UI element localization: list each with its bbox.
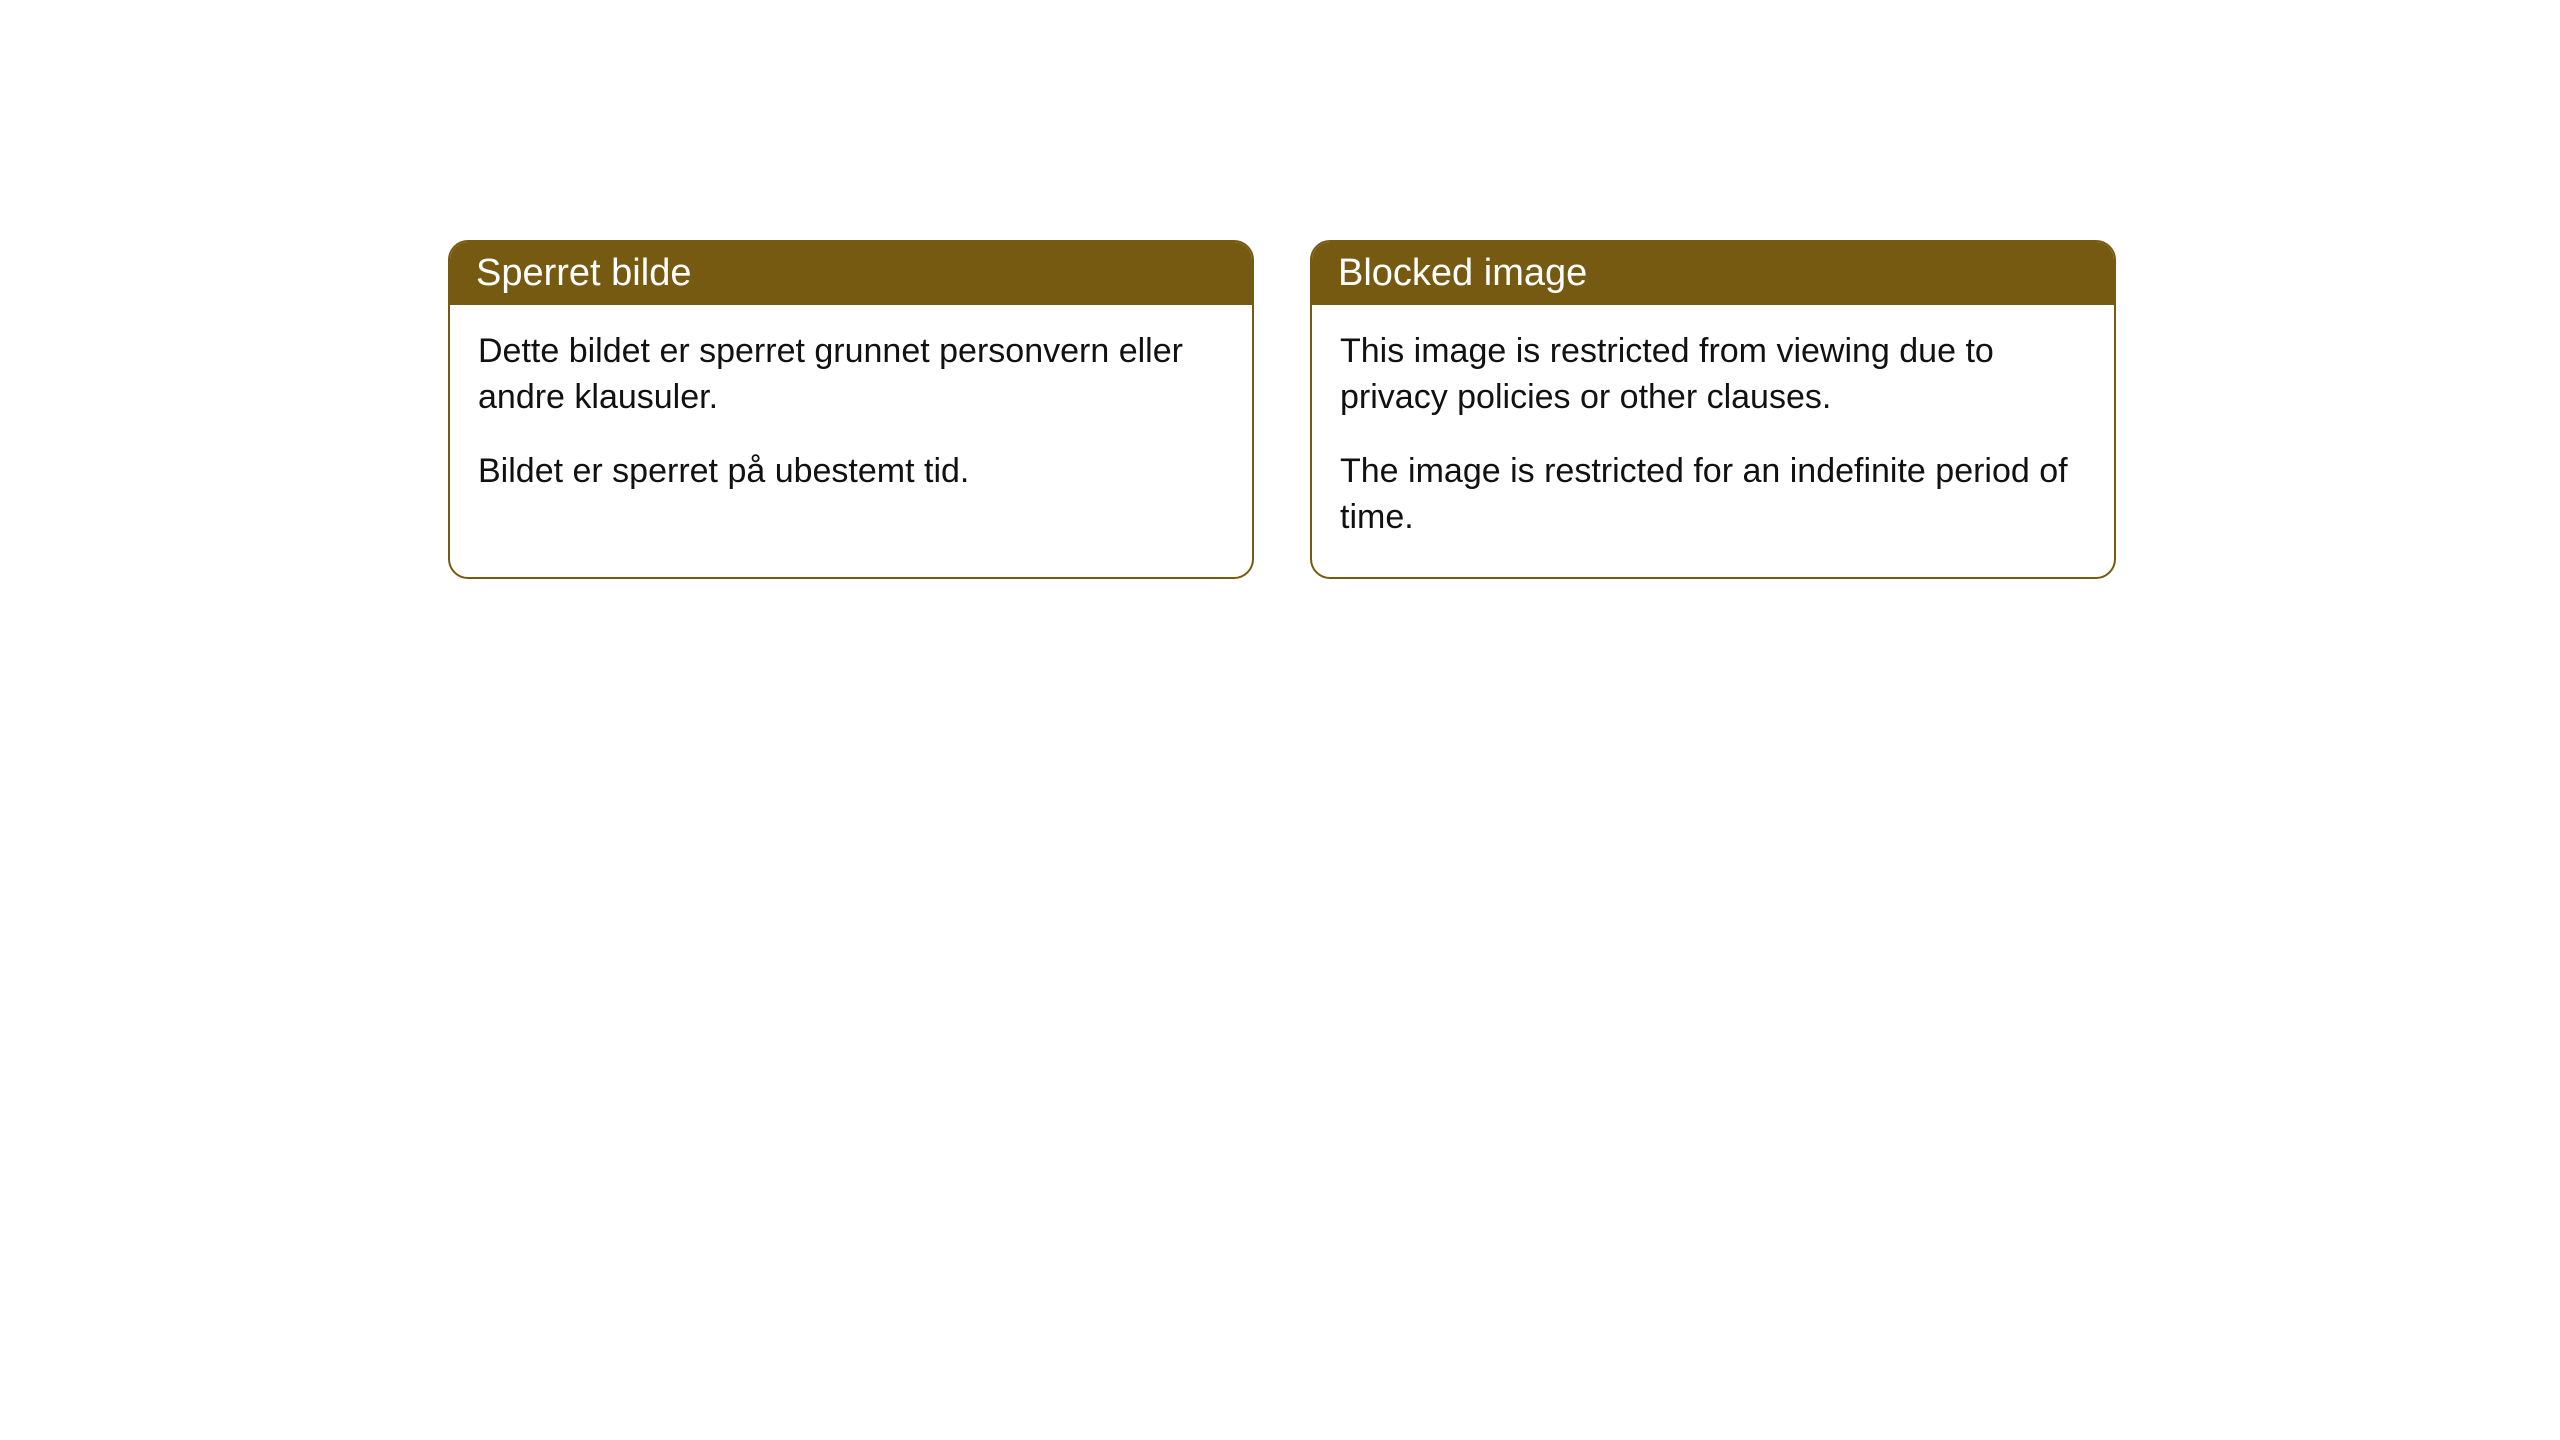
blocked-image-card-en: Blocked image This image is restricted f… xyxy=(1310,240,2116,579)
card-body-en: This image is restricted from viewing du… xyxy=(1312,305,2114,577)
card-paragraph-en-1: This image is restricted from viewing du… xyxy=(1340,329,2086,421)
card-paragraph-no-2: Bildet er sperret på ubestemt tid. xyxy=(478,449,1224,495)
card-header-no: Sperret bilde xyxy=(450,242,1252,305)
card-paragraph-en-2: The image is restricted for an indefinit… xyxy=(1340,449,2086,541)
card-paragraph-no-1: Dette bildet er sperret grunnet personve… xyxy=(478,329,1224,421)
card-title-en: Blocked image xyxy=(1338,252,1587,294)
card-title-no: Sperret bilde xyxy=(476,252,691,294)
card-header-en: Blocked image xyxy=(1312,242,2114,305)
cards-container: Sperret bilde Dette bildet er sperret gr… xyxy=(448,240,2116,579)
card-body-no: Dette bildet er sperret grunnet personve… xyxy=(450,305,1252,531)
blocked-image-card-no: Sperret bilde Dette bildet er sperret gr… xyxy=(448,240,1254,579)
